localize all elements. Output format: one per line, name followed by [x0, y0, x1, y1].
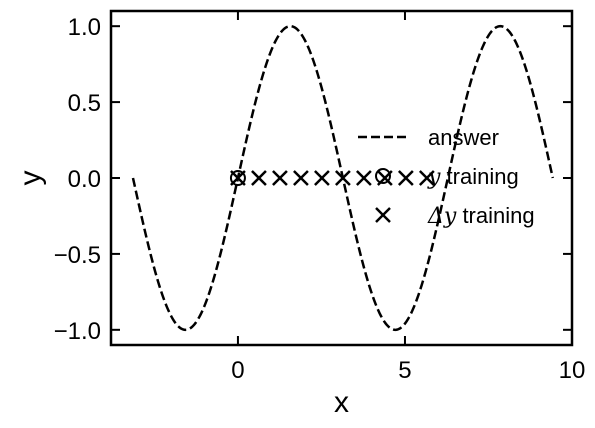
series-layer — [131, 24, 555, 332]
y-training-point — [229, 170, 246, 186]
legend: answer y training Δy training — [358, 125, 535, 229]
dy-training-point — [230, 170, 246, 186]
dy-training-point — [355, 170, 372, 186]
dy-training-point — [418, 170, 435, 186]
legend-y-math: y — [427, 165, 441, 190]
dy-training-point — [397, 170, 414, 186]
y-tick-label: 0.0 — [68, 166, 101, 193]
legend-y-training-label: y training — [427, 164, 519, 190]
x-tick-label: 5 — [398, 357, 411, 384]
y-tick-label: 1.0 — [68, 14, 101, 41]
y-axis-label: y — [14, 171, 47, 186]
ticks-layer: 0 5 10 −1.0 −0.5 0.0 0.5 1.0 — [54, 11, 586, 384]
legend-answer-label: answer — [428, 125, 499, 150]
legend-dy-training-label: Δy training — [427, 203, 535, 229]
legend-y-text: training — [440, 164, 518, 189]
dy-training-point — [251, 170, 267, 186]
x-tick-label: 0 — [231, 357, 244, 384]
y-tick-label: −0.5 — [54, 242, 101, 269]
dy-training-point — [272, 170, 288, 186]
legend-dy-training-marker — [375, 207, 391, 223]
legend-dy-text: training — [456, 203, 534, 228]
y-tick-label: −1.0 — [54, 318, 101, 345]
plot-frame — [109, 9, 574, 347]
dy-training-point — [293, 170, 309, 186]
dy-training-point — [314, 170, 330, 186]
dy-training-point — [335, 170, 351, 186]
legend-dy-math: Δy — [427, 204, 457, 229]
x-axis-label: x — [334, 386, 349, 419]
x-tick-label: 10 — [559, 357, 586, 384]
legend-y-training-marker — [375, 168, 391, 184]
y-tick-label: 0.5 — [68, 90, 101, 117]
